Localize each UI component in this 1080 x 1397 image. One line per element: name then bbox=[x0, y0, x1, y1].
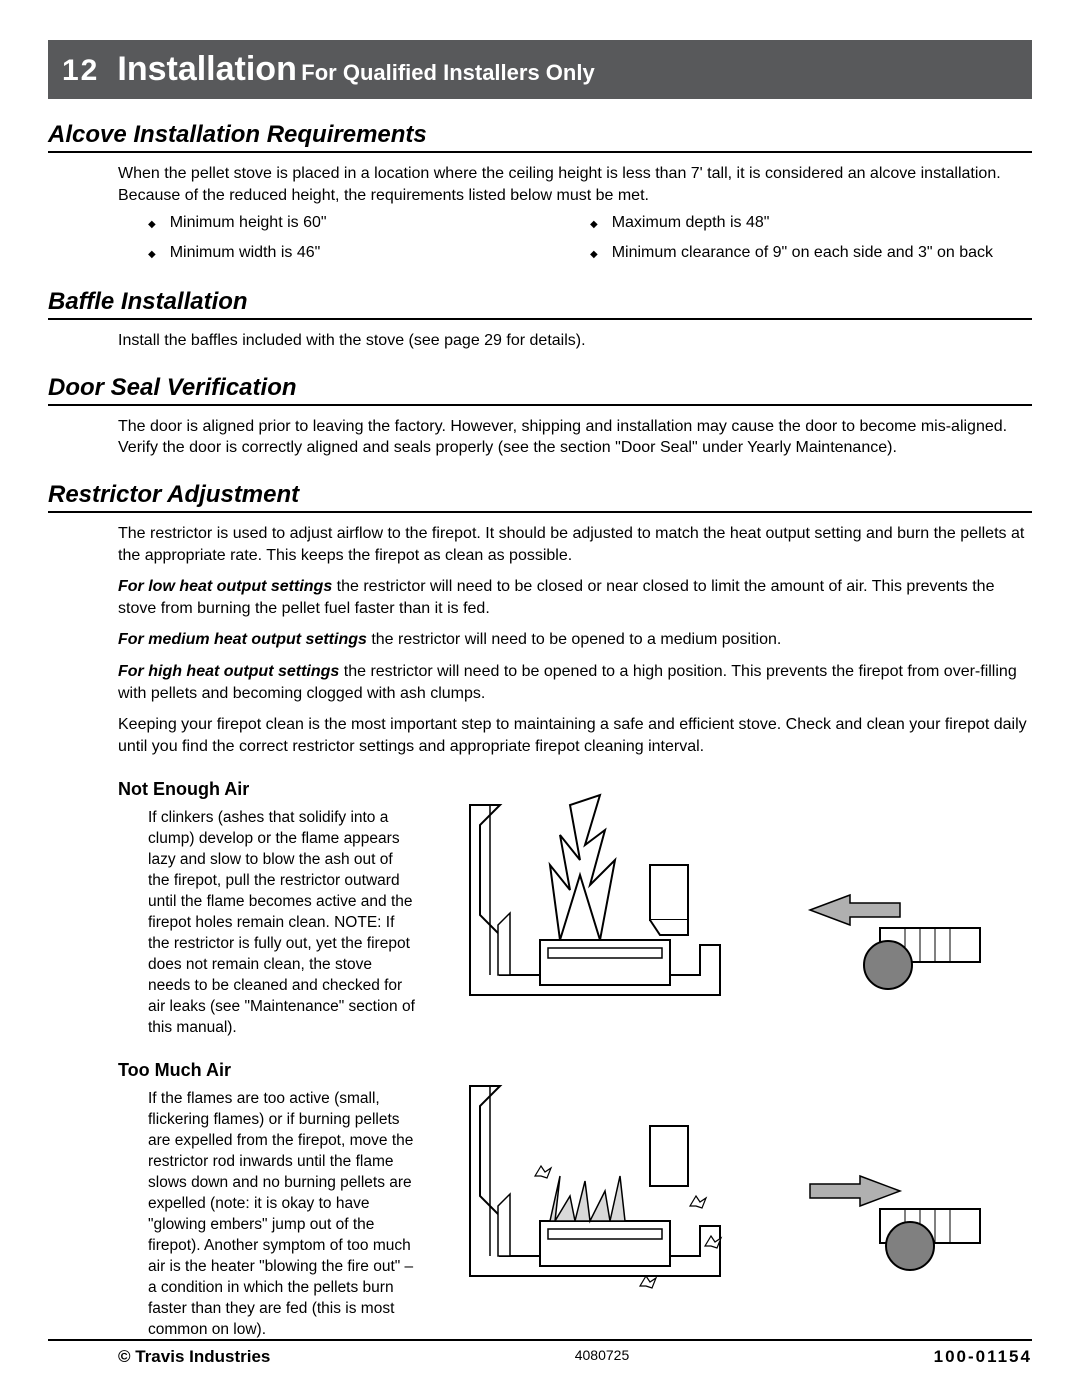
restrictor-p4: For high heat output settings the restri… bbox=[48, 661, 1032, 704]
diagram-row-1: Not Enough Air If clinkers (ashes that s… bbox=[48, 761, 1032, 1038]
restrictor-p5: Keeping your firepot clean is the most i… bbox=[48, 714, 1032, 757]
restrictor-p2: For low heat output settings the restric… bbox=[48, 576, 1032, 619]
restrictor-p1: The restrictor is used to adjust airflow… bbox=[48, 523, 1032, 566]
diagram-not-enough-air bbox=[440, 775, 1000, 1025]
bullet-icon: ◆ bbox=[590, 214, 598, 236]
bold-span: For medium heat output settings bbox=[118, 631, 367, 648]
section-heading-alcove: Alcove Installation Requirements bbox=[48, 121, 1032, 153]
doorseal-text: The door is aligned prior to leaving the… bbox=[48, 416, 1032, 459]
header-title: Installation bbox=[117, 50, 296, 88]
bullet-row-2: ◆ Minimum width is 46" ◆ Minimum clearance… bbox=[48, 244, 1032, 266]
subtext-notenough: If clinkers (ashes that solidify into a … bbox=[48, 808, 428, 1038]
bullet-text: Maximum depth is 48" bbox=[612, 214, 770, 232]
page-footer: © Travis Industries 4080725 100-01154 bbox=[48, 1339, 1032, 1367]
diagram-too-much-air bbox=[440, 1056, 1000, 1306]
bullet-text: Minimum height is 60" bbox=[170, 214, 327, 232]
bullet-icon: ◆ bbox=[590, 244, 598, 266]
bullet-row-1: ◆ Minimum height is 60" ◆ Maximum depth is… bbox=[48, 214, 1032, 236]
bold-span: For high heat output settings bbox=[118, 663, 339, 680]
bold-span: For low heat output settings bbox=[118, 578, 332, 595]
subtext-toomuch: If the flames are too active (small, fli… bbox=[48, 1089, 428, 1340]
alcove-intro: When the pellet stove is placed in a loc… bbox=[48, 163, 1032, 206]
footer-doc-code: 4080725 bbox=[575, 1347, 630, 1367]
header-bar: 12 Installation For Qualified Installers… bbox=[48, 40, 1032, 99]
bullet-icon: ◆ bbox=[148, 244, 156, 266]
bullet-text: Minimum clearance of 9" on each side and… bbox=[612, 244, 993, 262]
subheading-toomuch: Too Much Air bbox=[48, 1060, 428, 1081]
header-subtitle: For Qualified Installers Only bbox=[301, 60, 594, 85]
footer-company: © Travis Industries bbox=[48, 1347, 270, 1367]
subheading-notenough: Not Enough Air bbox=[48, 779, 428, 800]
section-heading-restrictor: Restrictor Adjustment bbox=[48, 481, 1032, 513]
diagram-row-2: Too Much Air If the flames are too activ… bbox=[48, 1042, 1032, 1340]
section-heading-doorseal: Door Seal Verification bbox=[48, 374, 1032, 406]
text-span: the restrictor will need to be opened to… bbox=[367, 631, 781, 648]
restrictor-p3: For medium heat output settings the rest… bbox=[48, 629, 1032, 651]
baffle-text: Install the baffles included with the st… bbox=[48, 330, 1032, 352]
page-number: 12 bbox=[62, 54, 99, 88]
bullet-text: Minimum width is 46" bbox=[170, 244, 321, 262]
section-heading-baffle: Baffle Installation bbox=[48, 288, 1032, 320]
footer-part-number: 100-01154 bbox=[934, 1347, 1032, 1367]
bullet-icon: ◆ bbox=[148, 214, 156, 236]
